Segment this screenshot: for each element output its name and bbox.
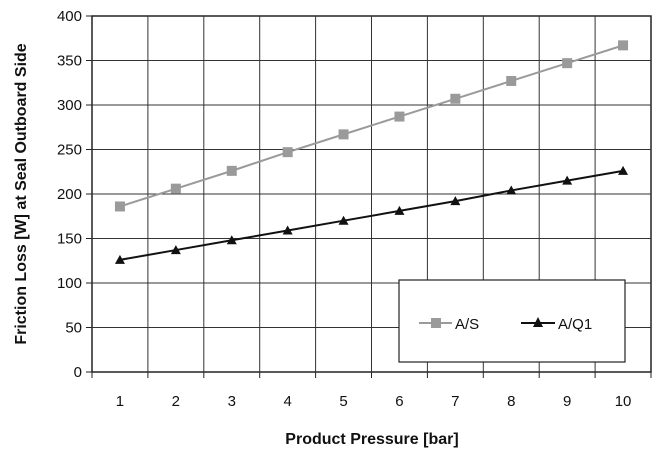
x-tick-label: 2 [172,393,180,410]
y-tick-label: 0 [74,364,82,381]
x-tick-label: 6 [395,393,403,410]
data-point-as [506,75,517,86]
x-axis-title: Product Pressure [bar] [285,431,458,448]
data-point-aq1 [618,165,629,175]
data-point-aq1 [338,215,349,225]
data-point-as [226,165,237,176]
legend-marker-as [431,318,441,328]
y-axis-title: Friction Loss [W] at Seal Outboard Side [13,43,30,344]
legend-marker-aq1 [533,317,543,327]
y-tick-label: 250 [57,142,82,159]
y-tick-label: 300 [57,97,82,114]
data-point-as [282,147,293,158]
y-tick-label: 100 [57,275,82,292]
y-tick-label: 200 [57,186,82,203]
y-tick-label: 50 [65,320,82,337]
series-layer [114,40,629,264]
data-point-aq1 [282,225,293,235]
data-point-as [618,40,629,51]
data-point-as [450,93,461,104]
x-tick-label: 1 [116,393,124,410]
x-tick-label: 8 [507,393,515,410]
data-point-aq1 [394,205,405,215]
axes: 0 50 100 150 200 250 300 350 400 1 2 3 4 5 6 7 8 9 10 [57,8,652,410]
x-tick-label: 5 [339,393,347,410]
data-point-as [338,129,349,140]
y-tick-label: 350 [57,53,82,70]
legend-label-as: A/S [455,316,479,333]
data-point-aq1 [450,196,461,206]
data-point-as [170,183,181,194]
data-point-as [394,111,405,122]
data-point-aq1 [170,245,181,255]
data-point-aq1 [506,185,517,195]
x-tick-label: 7 [451,393,459,410]
y-tick-label: 400 [57,8,82,25]
series-line-as [119,44,624,208]
x-tick-label: 10 [615,393,632,410]
y-tick-label: 150 [57,231,82,248]
legend: A/S A/Q1 [398,279,626,363]
legend-label-aq1: A/Q1 [558,316,592,333]
data-point-aq1 [562,175,573,185]
x-tick-label: 4 [283,393,291,410]
data-point-as [114,201,125,212]
data-point-aq1 [226,235,237,245]
series-line-aq1 [119,169,624,261]
x-tick-label: 3 [228,393,236,410]
data-point-as [562,58,573,69]
data-point-aq1 [114,254,125,264]
x-tick-label: 9 [563,393,571,410]
